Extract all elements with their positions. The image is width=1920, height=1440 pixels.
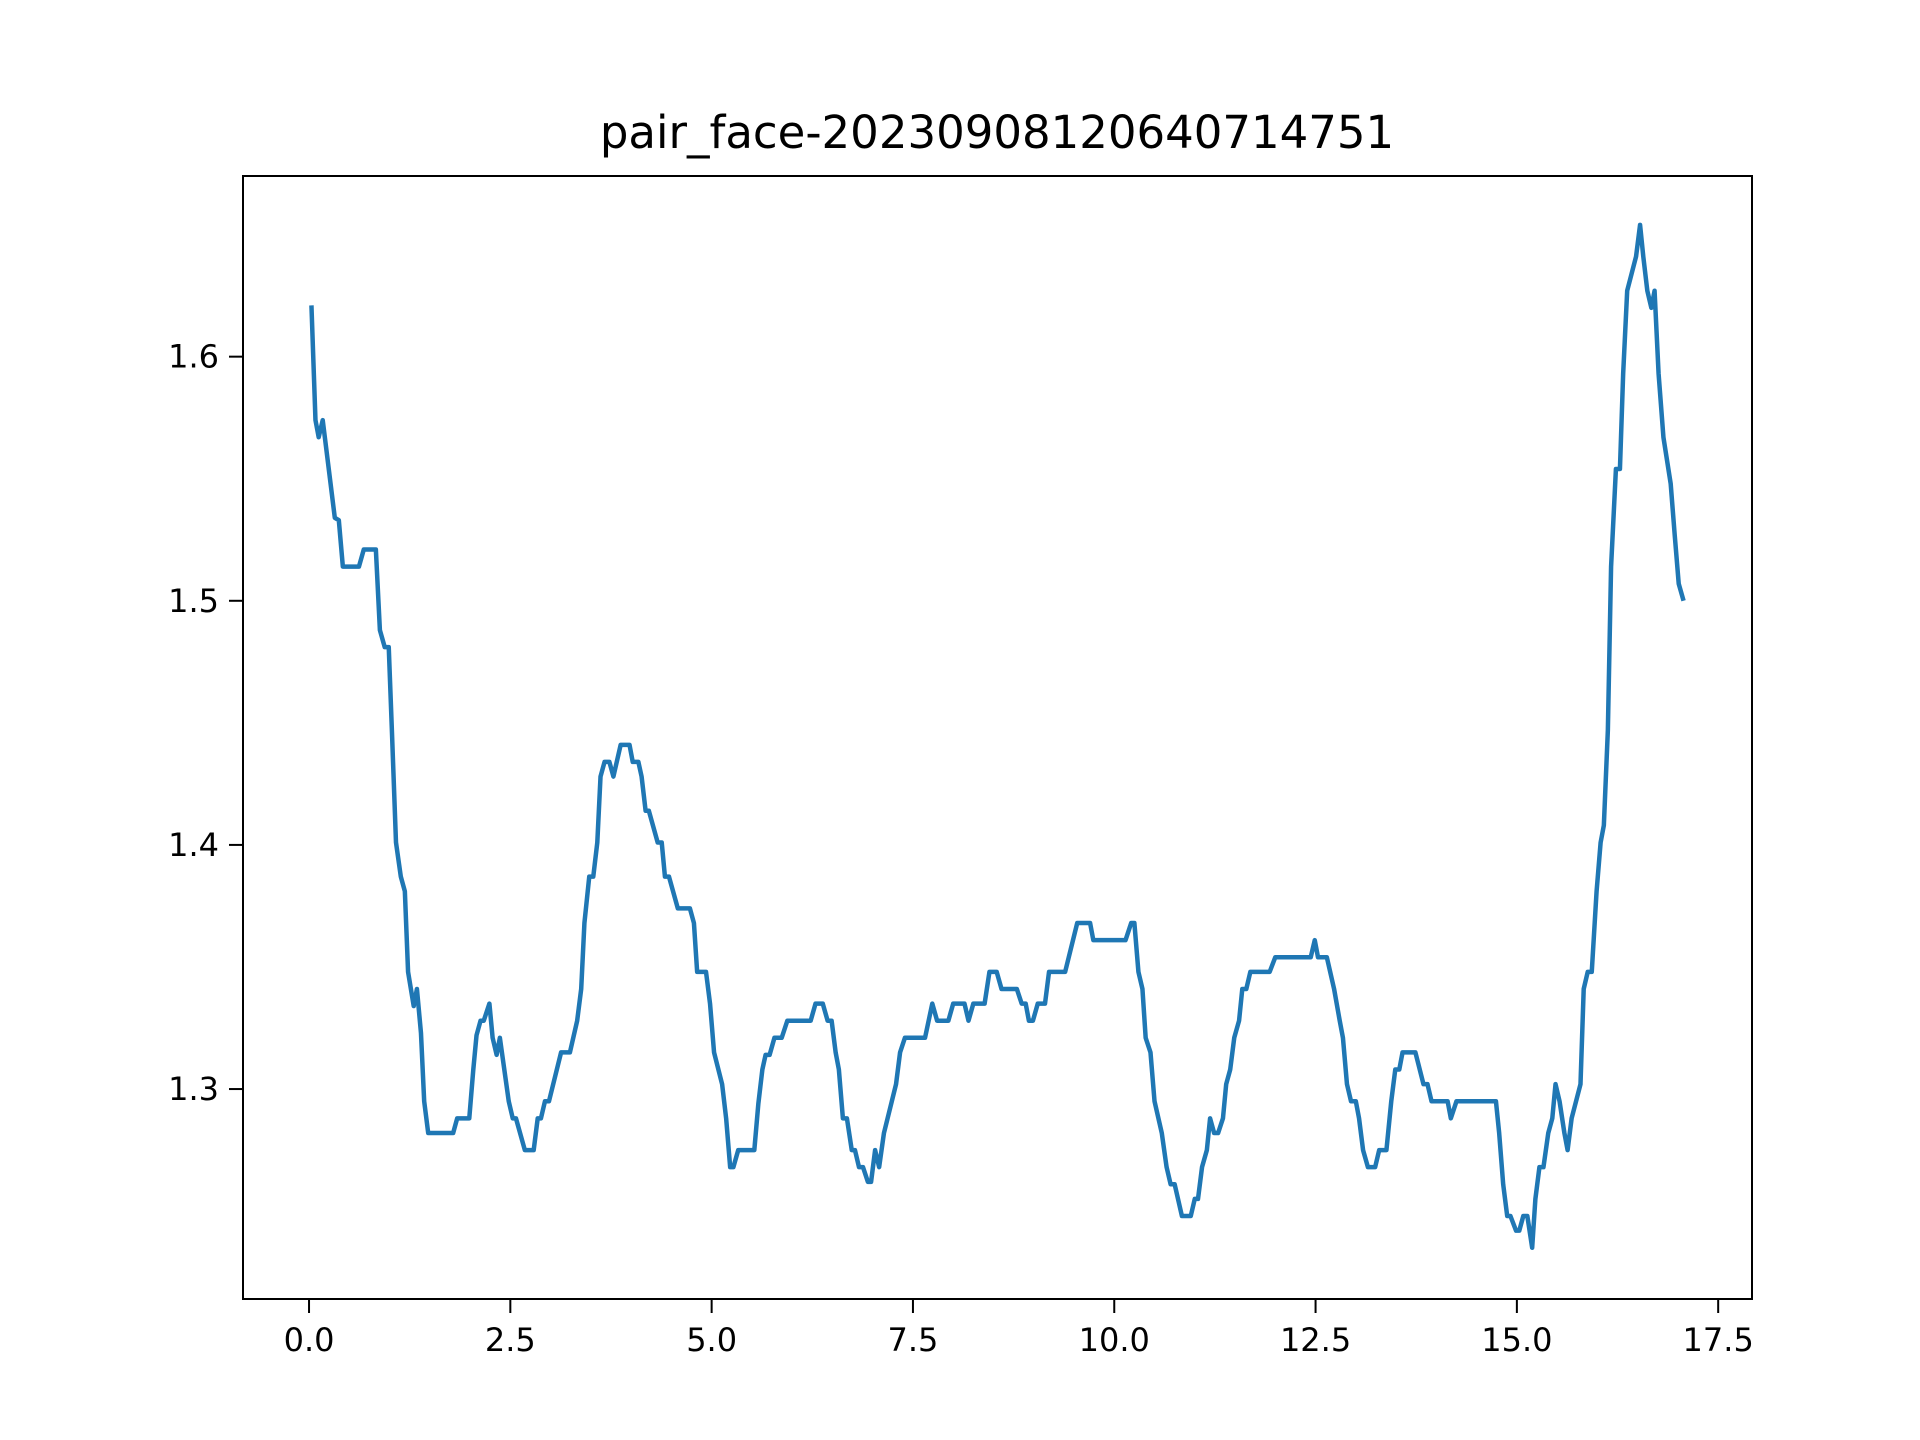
x-tick-label: 5.0 — [686, 1321, 737, 1359]
y-tick-label: 1.4 — [168, 826, 219, 864]
y-tick-label: 1.3 — [168, 1070, 219, 1108]
x-tick-label: 17.5 — [1683, 1321, 1754, 1359]
axes-frame — [242, 175, 1753, 1300]
x-tick-label: 12.5 — [1280, 1321, 1351, 1359]
y-tick-label: 1.5 — [168, 582, 219, 620]
data-line — [309, 222, 1686, 1250]
x-tick-label: 7.5 — [888, 1321, 939, 1359]
x-tick-label: 0.0 — [284, 1321, 335, 1359]
x-tick-label: 10.0 — [1079, 1321, 1150, 1359]
x-tick-label: 15.0 — [1481, 1321, 1552, 1359]
x-tick-label: 2.5 — [485, 1321, 536, 1359]
y-tick-label: 1.6 — [168, 338, 219, 376]
chart-title: pair_face-20230908120640714751 — [600, 106, 1394, 159]
